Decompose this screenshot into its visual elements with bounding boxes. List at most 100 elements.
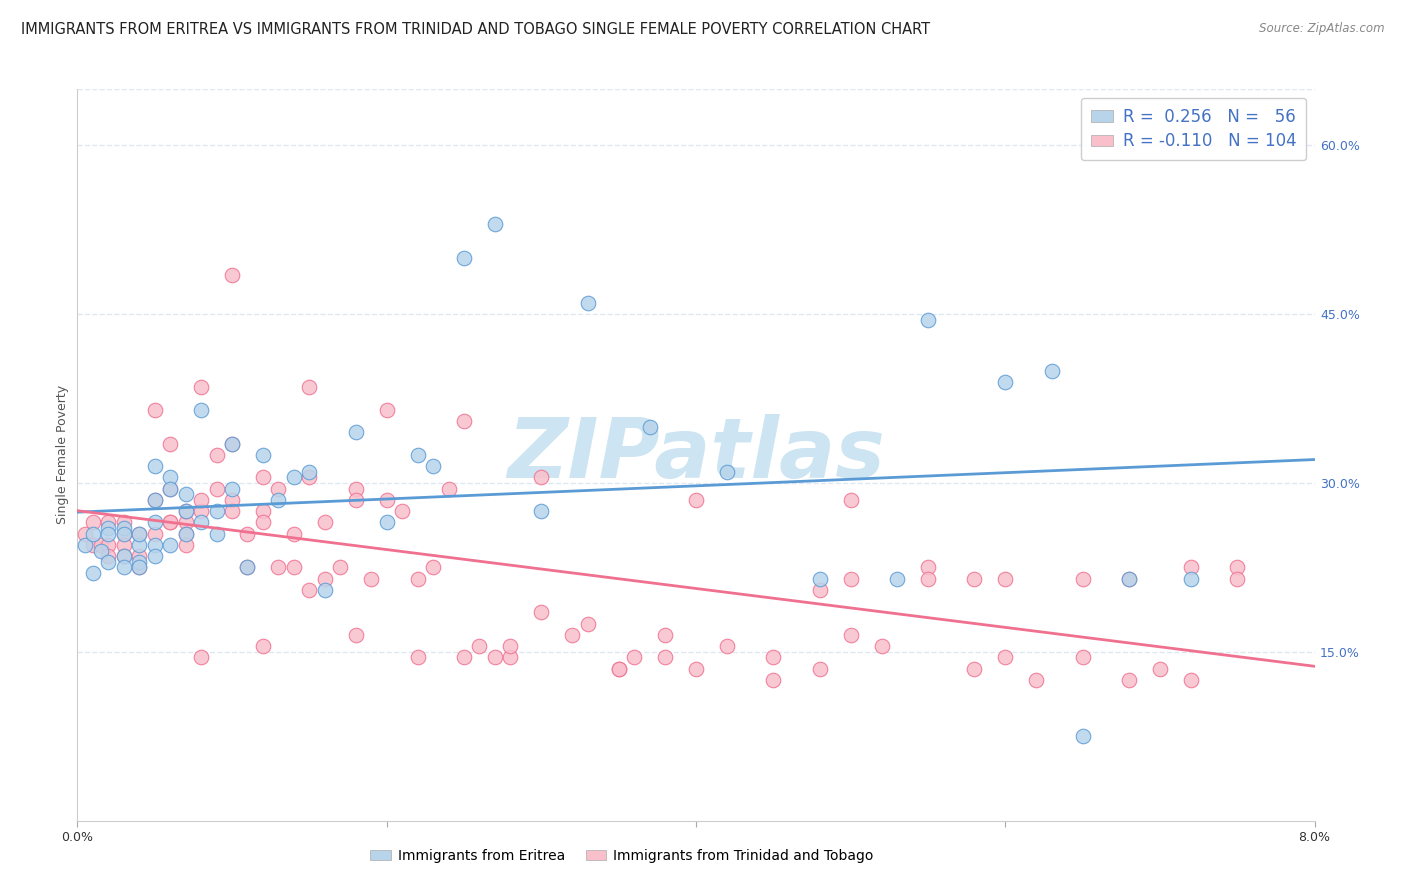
Point: [143, 538, 166, 552]
Point: [190, 516, 212, 530]
Point: [112, 516, 135, 530]
Point: [1040, 363, 1063, 377]
Point: [221, 504, 243, 518]
Point: [97, 516, 120, 530]
Point: [484, 650, 506, 665]
Point: [839, 628, 862, 642]
Point: [112, 526, 135, 541]
Point: [329, 560, 352, 574]
Point: [236, 560, 259, 574]
Point: [1025, 673, 1047, 687]
Point: [190, 650, 212, 665]
Point: [267, 492, 290, 507]
Point: [112, 538, 135, 552]
Point: [994, 572, 1017, 586]
Point: [344, 425, 367, 440]
Point: [963, 572, 986, 586]
Point: [283, 526, 305, 541]
Point: [236, 526, 259, 541]
Point: [159, 470, 181, 484]
Point: [375, 516, 398, 530]
Point: [221, 492, 243, 507]
Point: [406, 448, 429, 462]
Point: [561, 628, 583, 642]
Point: [607, 662, 630, 676]
Point: [1071, 572, 1094, 586]
Point: [75, 526, 96, 541]
Point: [530, 606, 553, 620]
Point: [685, 492, 707, 507]
Point: [252, 516, 274, 530]
Point: [762, 673, 785, 687]
Point: [143, 459, 166, 474]
Point: [252, 639, 274, 653]
Point: [314, 516, 336, 530]
Point: [82, 516, 104, 530]
Point: [530, 504, 553, 518]
Point: [1180, 560, 1202, 574]
Point: [994, 650, 1017, 665]
Point: [917, 560, 939, 574]
Point: [453, 414, 475, 428]
Point: [994, 375, 1017, 389]
Point: [174, 538, 197, 552]
Point: [174, 504, 197, 518]
Point: [174, 504, 197, 518]
Point: [112, 549, 135, 564]
Point: [839, 492, 862, 507]
Point: [1180, 572, 1202, 586]
Point: [716, 639, 738, 653]
Point: [112, 521, 135, 535]
Point: [344, 492, 367, 507]
Text: ZIPatlas: ZIPatlas: [508, 415, 884, 495]
Point: [298, 465, 321, 479]
Point: [82, 538, 104, 552]
Point: [97, 555, 120, 569]
Point: [190, 403, 212, 417]
Point: [1226, 560, 1249, 574]
Point: [762, 650, 785, 665]
Point: [267, 482, 290, 496]
Point: [128, 538, 150, 552]
Point: [159, 436, 181, 450]
Point: [716, 465, 738, 479]
Point: [499, 639, 522, 653]
Point: [283, 560, 305, 574]
Point: [1118, 572, 1140, 586]
Point: [159, 482, 181, 496]
Point: [190, 504, 212, 518]
Point: [190, 380, 212, 394]
Point: [267, 560, 290, 574]
Point: [375, 403, 398, 417]
Point: [344, 482, 367, 496]
Point: [112, 526, 135, 541]
Point: [97, 526, 120, 541]
Point: [143, 492, 166, 507]
Point: [406, 572, 429, 586]
Point: [174, 516, 197, 530]
Point: [221, 268, 243, 282]
Point: [97, 538, 120, 552]
Point: [128, 549, 150, 564]
Point: [314, 572, 336, 586]
Point: [576, 296, 599, 310]
Point: [252, 448, 274, 462]
Point: [112, 560, 135, 574]
Point: [422, 560, 444, 574]
Point: [143, 549, 166, 564]
Point: [159, 482, 181, 496]
Point: [391, 504, 413, 518]
Point: [1071, 650, 1094, 665]
Point: [75, 538, 96, 552]
Point: [82, 526, 104, 541]
Point: [221, 482, 243, 496]
Point: [205, 504, 228, 518]
Point: [1071, 729, 1094, 743]
Point: [128, 555, 150, 569]
Point: [654, 650, 676, 665]
Point: [174, 487, 197, 501]
Point: [917, 313, 939, 327]
Point: [283, 470, 305, 484]
Point: [159, 516, 181, 530]
Point: [298, 582, 321, 597]
